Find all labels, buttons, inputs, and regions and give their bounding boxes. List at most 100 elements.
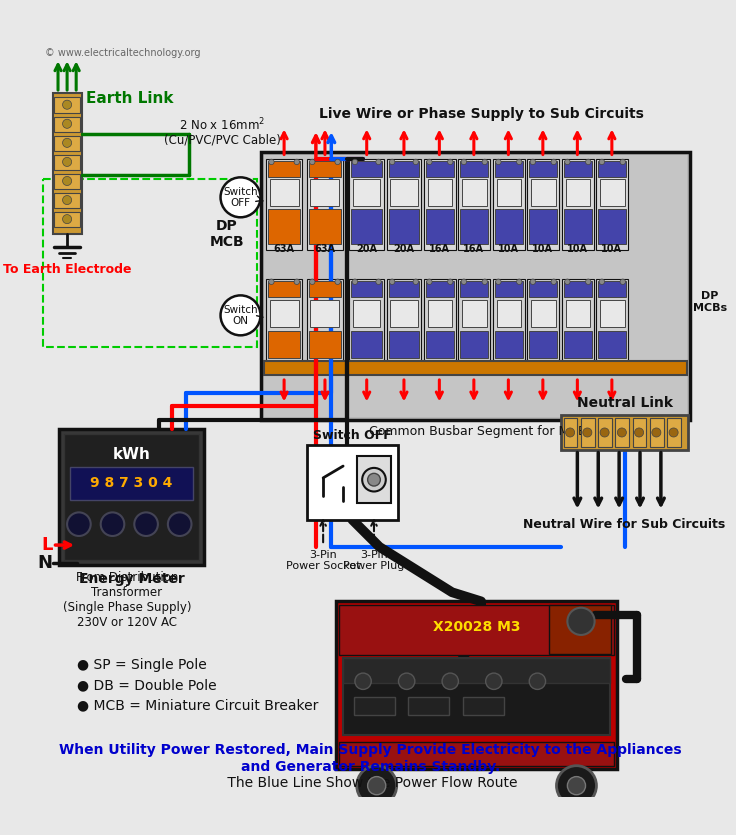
Bar bbox=[350, 159, 384, 250]
Bar bbox=[598, 209, 626, 244]
Bar bbox=[565, 300, 590, 327]
Text: 10A: 10A bbox=[498, 244, 519, 254]
Bar bbox=[408, 696, 450, 715]
Bar bbox=[389, 281, 420, 297]
Bar bbox=[353, 300, 381, 327]
Bar bbox=[497, 180, 521, 206]
Circle shape bbox=[389, 159, 395, 164]
Circle shape bbox=[101, 513, 124, 536]
Circle shape bbox=[600, 428, 609, 437]
Text: The Blue Line Show the Power Flow Route: The Blue Line Show the Power Flow Route bbox=[223, 776, 517, 790]
Bar bbox=[425, 331, 454, 358]
Circle shape bbox=[427, 279, 432, 285]
Circle shape bbox=[63, 195, 71, 205]
Circle shape bbox=[67, 513, 91, 536]
Bar bbox=[598, 281, 626, 297]
Bar bbox=[495, 161, 523, 177]
Circle shape bbox=[294, 279, 300, 285]
Circle shape bbox=[310, 279, 315, 285]
Text: 16A: 16A bbox=[464, 244, 484, 254]
Circle shape bbox=[586, 159, 591, 164]
Circle shape bbox=[556, 766, 596, 806]
Circle shape bbox=[620, 159, 626, 164]
Bar bbox=[353, 180, 381, 206]
Bar bbox=[59, 429, 204, 565]
Bar bbox=[495, 281, 523, 297]
Bar bbox=[561, 415, 688, 450]
Bar bbox=[308, 209, 342, 244]
Text: 63A: 63A bbox=[274, 244, 294, 254]
Circle shape bbox=[599, 279, 604, 285]
Circle shape bbox=[63, 215, 71, 224]
Text: Neutral Link: Neutral Link bbox=[576, 396, 673, 409]
Circle shape bbox=[427, 159, 432, 164]
Circle shape bbox=[442, 673, 459, 690]
Text: Live Wire or Phase Supply to Sub Circuits: Live Wire or Phase Supply to Sub Circuit… bbox=[319, 107, 643, 121]
Circle shape bbox=[565, 159, 570, 164]
Bar bbox=[268, 161, 300, 177]
Bar bbox=[390, 300, 417, 327]
Text: Switch OFF: Switch OFF bbox=[313, 428, 392, 442]
Circle shape bbox=[529, 673, 545, 690]
Circle shape bbox=[565, 428, 575, 437]
Text: N: N bbox=[38, 554, 52, 572]
Bar bbox=[311, 300, 339, 327]
Bar bbox=[459, 159, 490, 250]
Bar bbox=[564, 161, 592, 177]
Bar bbox=[54, 193, 79, 208]
Circle shape bbox=[63, 139, 71, 148]
Bar bbox=[269, 180, 299, 206]
Bar bbox=[528, 159, 559, 250]
Bar bbox=[528, 279, 559, 361]
Text: From Distribution
Transformer
(Single Phase Supply)
230V or 120V AC: From Distribution Transformer (Single Ph… bbox=[63, 570, 191, 629]
Bar bbox=[564, 209, 592, 244]
Bar bbox=[307, 279, 343, 361]
Circle shape bbox=[335, 159, 340, 164]
Circle shape bbox=[517, 159, 522, 164]
Circle shape bbox=[63, 157, 71, 166]
Bar bbox=[460, 161, 489, 177]
Text: To Earth Electrode: To Earth Electrode bbox=[3, 264, 131, 276]
Bar bbox=[425, 281, 454, 297]
Bar bbox=[428, 300, 452, 327]
Bar bbox=[54, 154, 79, 170]
Bar bbox=[565, 180, 590, 206]
Circle shape bbox=[413, 279, 419, 285]
Circle shape bbox=[567, 608, 595, 635]
Bar bbox=[351, 209, 382, 244]
Bar bbox=[529, 161, 557, 177]
Circle shape bbox=[461, 159, 467, 164]
Bar bbox=[581, 418, 595, 447]
Bar bbox=[598, 418, 612, 447]
Bar bbox=[493, 159, 525, 250]
Circle shape bbox=[134, 513, 158, 536]
Bar bbox=[264, 154, 687, 417]
Bar bbox=[264, 361, 687, 375]
Bar bbox=[269, 300, 299, 327]
Bar bbox=[343, 658, 610, 735]
Bar bbox=[495, 209, 523, 244]
Bar bbox=[307, 159, 343, 250]
Circle shape bbox=[530, 279, 536, 285]
Text: 10A: 10A bbox=[532, 244, 553, 254]
Text: ● SP = Single Pole: ● SP = Single Pole bbox=[77, 658, 207, 672]
Bar bbox=[633, 418, 646, 447]
Bar bbox=[54, 117, 79, 132]
Text: Switch
OFF: Switch OFF bbox=[223, 186, 258, 208]
Text: ● MCB = Miniature Circuit Breaker: ● MCB = Miniature Circuit Breaker bbox=[77, 698, 319, 712]
Text: (Cu/PVC/PVC Cable): (Cu/PVC/PVC Cable) bbox=[164, 134, 281, 147]
Bar bbox=[460, 331, 489, 358]
Circle shape bbox=[221, 296, 261, 336]
Circle shape bbox=[461, 279, 467, 285]
Bar bbox=[428, 180, 452, 206]
Text: L: L bbox=[41, 536, 52, 554]
Bar bbox=[460, 281, 489, 297]
Circle shape bbox=[398, 673, 415, 690]
Bar bbox=[529, 331, 557, 358]
Text: © www.electricaltechnology.org: © www.electricaltechnology.org bbox=[46, 48, 201, 58]
Bar bbox=[386, 279, 421, 361]
Bar bbox=[564, 281, 592, 297]
Circle shape bbox=[495, 159, 501, 164]
Circle shape bbox=[620, 279, 626, 285]
Bar bbox=[54, 212, 79, 227]
